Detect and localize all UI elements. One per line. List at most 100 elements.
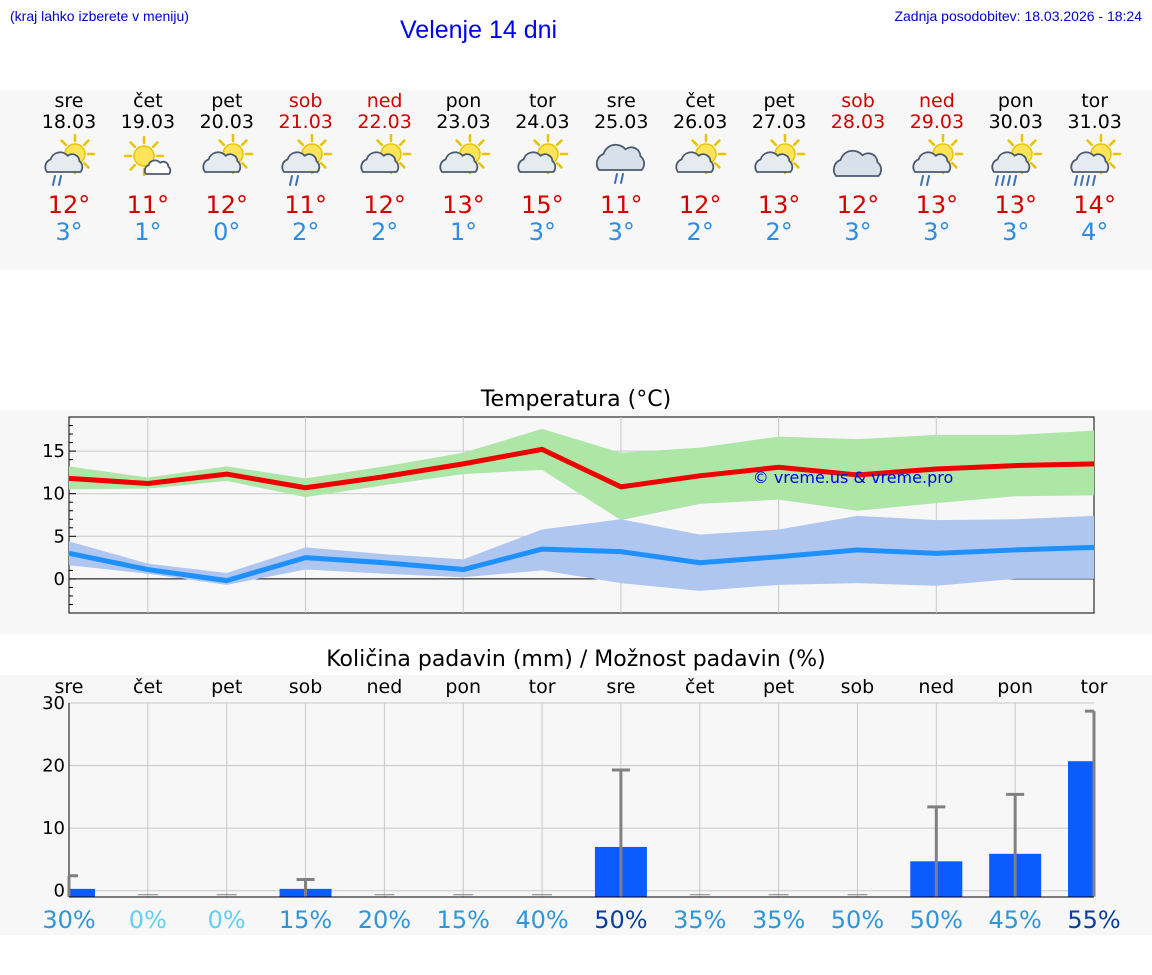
min-temperature: 0° (213, 218, 241, 246)
day-of-week: tor (1081, 90, 1109, 112)
day-column: pon 23.03 13° 1° (424, 90, 504, 247)
precipitation-chance: 15% (437, 906, 490, 934)
min-temperature: 3° (55, 218, 83, 246)
precipitation-chance: 35% (752, 906, 805, 934)
precipitation-bar (1068, 761, 1094, 897)
day-of-week: sre (54, 90, 84, 112)
cloud-rain-icon (596, 143, 646, 184)
day-label: ned (366, 676, 402, 698)
day-date: 19.03 (120, 111, 176, 133)
sun-cloud-rain-icon (912, 134, 964, 186)
max-temperature: 11° (600, 191, 643, 219)
day-of-week: tor (528, 90, 556, 112)
day-date: 27.03 (751, 111, 807, 133)
max-temperature: 14° (1073, 191, 1116, 219)
day-of-week: pet (211, 90, 243, 112)
y-tick-label: 30 (42, 693, 65, 714)
y-tick-label: 0 (54, 569, 65, 590)
day-column: sob 28.03 12° 3° (818, 90, 898, 247)
page-title: Velenje 14 dni (400, 16, 558, 44)
day-date: 24.03 (515, 111, 570, 133)
min-temperature: 3° (607, 218, 635, 246)
day-column: pet 20.03 12° 0° (187, 90, 267, 247)
day-date: 22.03 (357, 111, 412, 133)
day-label: tor (529, 676, 556, 698)
precipitation-bar (69, 888, 95, 897)
max-temperature-line (68, 446, 1095, 491)
day-of-week: sre (606, 90, 636, 112)
day-column: pet 27.03 13° 2° (739, 90, 819, 247)
precipitation-chance: 15% (279, 906, 332, 934)
max-temperature: 12° (678, 191, 722, 219)
sun-cloud-icon (675, 134, 727, 175)
day-of-week: pet (763, 90, 795, 112)
day-of-week: pon (997, 90, 1034, 112)
min-temperature: 1° (134, 218, 162, 246)
day-date: 25.03 (594, 111, 649, 133)
sun-cloud-icon (202, 134, 254, 175)
day-column: tor 24.03 15° 3° (502, 90, 582, 247)
min-temperature: 3° (923, 218, 951, 246)
day-of-week: ned (366, 90, 403, 112)
min-temperature: 3° (528, 218, 557, 246)
max-temperature: 11° (126, 191, 170, 219)
day-date: 30.03 (988, 111, 1043, 133)
sun-cloud-icon (517, 134, 569, 175)
max-temperature: 12° (363, 191, 406, 219)
day-date: 26.03 (672, 111, 728, 133)
day-column: ned 29.03 13° 3° (897, 90, 977, 247)
max-temperature: 11° (284, 191, 327, 219)
day-date: 18.03 (41, 111, 97, 133)
precipitation-chart: sre čet pet sob ned pon tor sre čet pet sob ned pon t… (42, 676, 1121, 934)
day-label: sre (55, 676, 84, 698)
min-temperature: 4° (1081, 218, 1109, 246)
max-temperature: 13° (442, 191, 485, 219)
y-tick-label: 0 (54, 881, 65, 902)
location-hint: (kraj lahko izberete v meniju) (10, 8, 189, 24)
max-temperature: 13° (994, 191, 1038, 219)
temperature-chart-title: Temperatura (°C) (480, 387, 672, 412)
min-temperature-range-band (69, 515, 1094, 591)
precipitation-chance: 40% (515, 906, 568, 934)
precipitation-chart-title: Količina padavin (mm) / Možnost padavin … (326, 647, 826, 672)
temperature-chart: 0 5 10 15 © vreme.us & vreme.pro (42, 416, 1095, 614)
last-update: Zadnja posodobitev: 18.03.2026 - 18:24 (894, 8, 1142, 24)
precipitation-chance: 30% (42, 906, 95, 934)
min-temperature: 3° (1002, 218, 1030, 246)
min-temperature-line (68, 544, 1095, 584)
sun-cloud-icon (360, 134, 411, 175)
min-temperature: 2° (292, 218, 320, 246)
day-date: 20.03 (199, 111, 254, 133)
precipitation-chance: 50% (910, 906, 963, 934)
day-label: pon (445, 676, 481, 698)
daily-forecast-strip: sre 18.03 12° 3° čet 19.03 11° 1° pet 20.03 12° 0° s… (0, 90, 1152, 270)
day-column: sre 18.03 12° 3° (29, 90, 109, 247)
day-date: 28.03 (830, 111, 886, 133)
day-column: sob 21.03 11° 2° (266, 90, 346, 247)
day-of-week: ned (918, 90, 955, 112)
day-column: čet 26.03 12° 2° (660, 90, 740, 247)
day-label: sob (841, 676, 875, 698)
precipitation-chance: 50% (594, 906, 647, 934)
min-temperature: 3° (844, 218, 872, 246)
y-tick-label: 20 (42, 756, 65, 777)
max-temperature: 13° (915, 191, 959, 219)
y-tick-label: 15 (42, 441, 65, 462)
y-tick-label: 10 (42, 484, 65, 505)
day-column: pon 30.03 13° 3° (976, 90, 1056, 247)
day-label: ned (918, 676, 954, 698)
day-label: čet (133, 676, 163, 698)
precipitation-chance: 0% (129, 906, 167, 934)
day-label: pet (763, 676, 794, 698)
sun-cloud-rain-icon (44, 134, 96, 186)
precipitation-chance: 35% (673, 906, 726, 934)
sun-cloud-rain-icon (281, 134, 332, 186)
max-temperature: 12° (47, 191, 91, 219)
day-label: sob (289, 676, 323, 698)
day-column: sre 25.03 11° 3° (581, 90, 661, 247)
max-temperature: 15° (521, 191, 564, 219)
y-tick-label: 10 (42, 818, 65, 839)
day-label: pon (997, 676, 1033, 698)
day-column: tor 31.03 14° 4° (1055, 90, 1135, 247)
precipitation-chance: 55% (1067, 906, 1120, 934)
